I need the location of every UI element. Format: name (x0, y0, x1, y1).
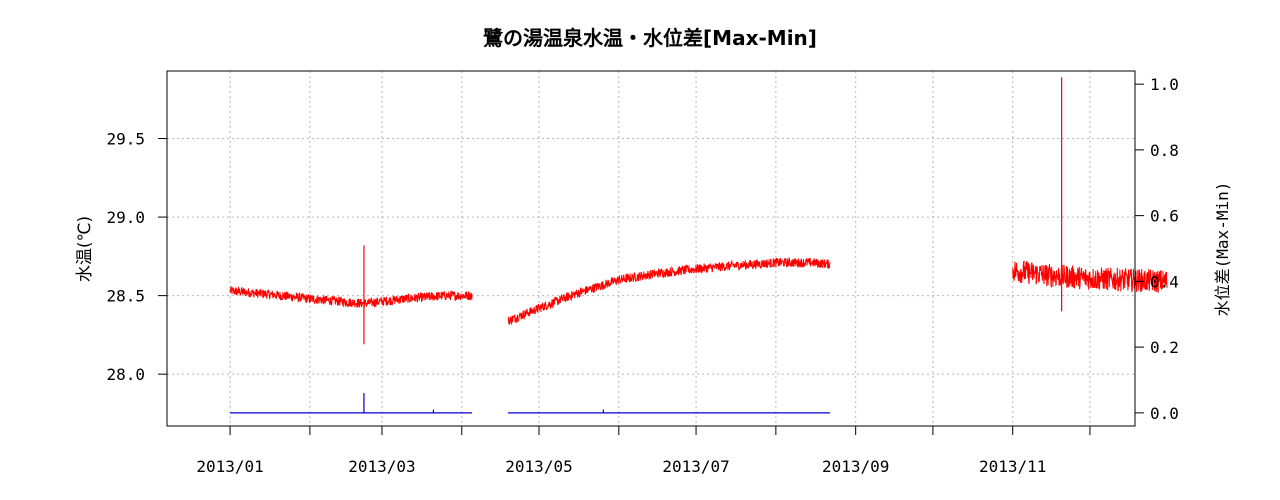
y-axis-label-left: 水温(℃) (75, 216, 95, 282)
series-0-segment-1 (507, 257, 831, 326)
x-tick-label: 2013/03 (348, 457, 415, 476)
y-left-tick-label: 28.5 (106, 287, 145, 306)
y-right-tick-label: 0.0 (1150, 404, 1179, 423)
data-layer (229, 77, 1168, 414)
y-right-tick-label: 1.0 (1150, 75, 1179, 94)
x-tick-label: 2013/09 (822, 457, 889, 476)
x-tick-label: 2013/11 (979, 457, 1046, 476)
x-tick-label: 2013/07 (662, 457, 729, 476)
series-0-segment-0 (229, 286, 473, 309)
y-axis-label-right: 水位差(Max-Min) (1213, 182, 1232, 317)
y-right-tick-label: 0.8 (1150, 141, 1179, 160)
y-left-tick-label: 29.5 (106, 130, 145, 149)
y-right-tick-label: 0.2 (1150, 338, 1179, 357)
grid-layer (167, 71, 1135, 426)
y-right-tick-label: 0.6 (1150, 207, 1179, 226)
x-tick-label: 2013/05 (505, 457, 572, 476)
x-tick-label: 2013/01 (196, 457, 263, 476)
plot-frame (166, 70, 1136, 427)
axis-layer: 2013/01 2013/03 2013/05 2013/07 2013/09 2013/… (106, 75, 1178, 476)
y-left-tick-label: 28.0 (106, 365, 145, 384)
chart-title: 鷺の湯温泉水温・水位差[Max-Min] (483, 26, 817, 50)
y-right-tick-label: 0.4 (1150, 272, 1179, 291)
series-0-segment-2 (1012, 260, 1168, 293)
y-left-tick-label: 29.0 (106, 208, 145, 227)
